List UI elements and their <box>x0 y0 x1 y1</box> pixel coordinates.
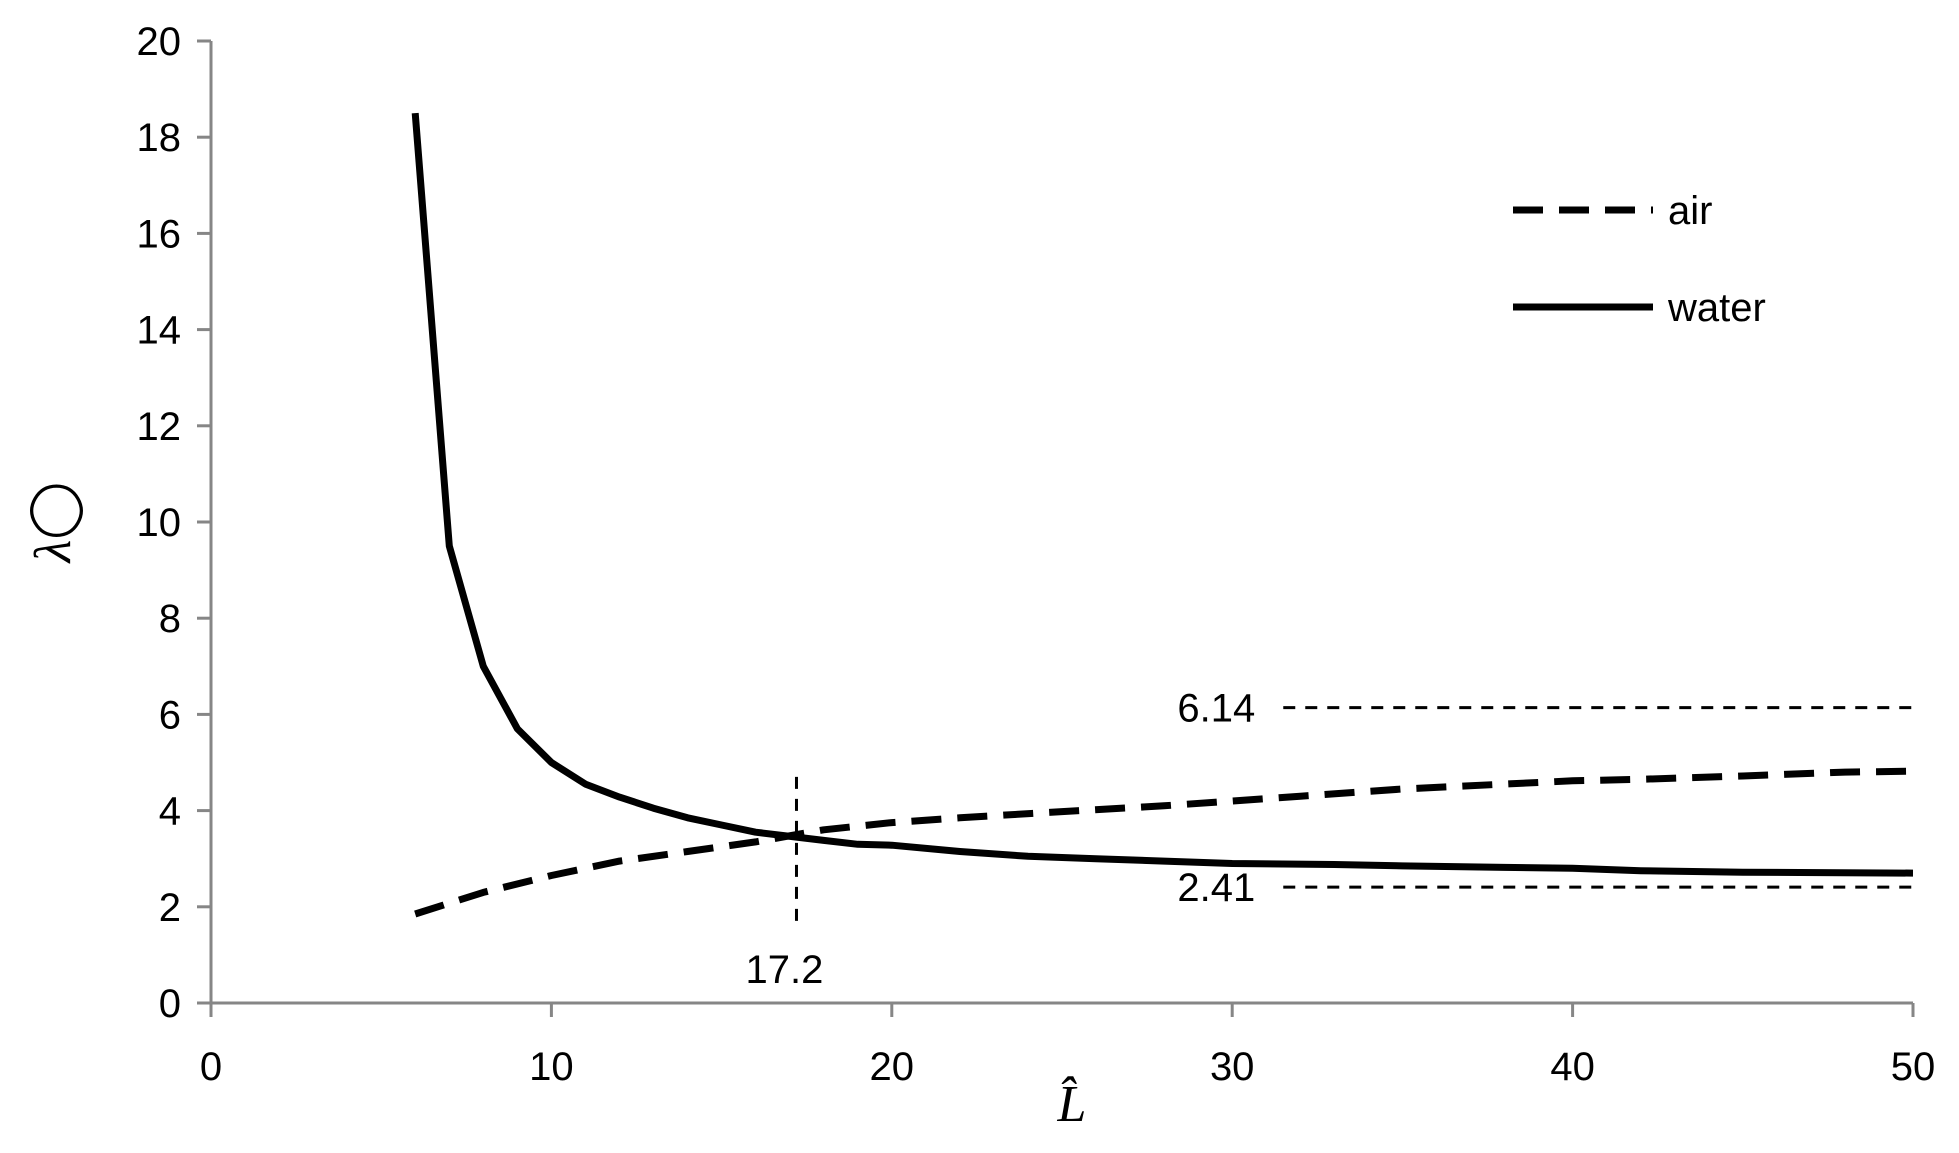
reference-label: 2.41 <box>1177 866 1255 910</box>
reference-lines: 6.14 2.41 17.2 <box>746 687 1913 992</box>
x-tick-label: 50 <box>1891 1045 1936 1089</box>
x-tick-label: 20 <box>870 1045 915 1089</box>
axes: 0 2 4 6 8 10 12 14 16 18 20 0 10 20 30 40 50 <box>137 20 1936 1089</box>
y-tick-label: 10 <box>137 501 182 545</box>
y-tick-label: 12 <box>137 405 182 449</box>
y-tick-label: 16 <box>137 212 182 256</box>
y-tick-label: 4 <box>159 790 181 834</box>
legend-label-air: air <box>1668 189 1712 233</box>
x-tick-label: 0 <box>200 1045 222 1089</box>
x-tick-label: 40 <box>1550 1045 1595 1089</box>
y-tick-label: 0 <box>159 982 181 1026</box>
legend: air water <box>1513 189 1766 330</box>
x-tick-label: 10 <box>529 1045 574 1089</box>
y-tick-label: 2 <box>159 886 181 930</box>
y-tick-label: 14 <box>137 309 182 353</box>
series-lines <box>411 112 1914 918</box>
y-tick-label: 6 <box>159 693 181 737</box>
reference-label: 6.14 <box>1177 687 1255 731</box>
x-tick-label: 30 <box>1210 1045 1255 1089</box>
y-tick-label: 20 <box>137 20 182 64</box>
y-tick-label: 18 <box>137 116 182 160</box>
x-axis-title: L̂ <box>1057 1076 1087 1133</box>
legend-label-water: water <box>1667 286 1766 330</box>
reference-label: 17.2 <box>746 948 824 992</box>
chart-labels: L̂ λ◯ <box>25 482 1086 1133</box>
series-line-water <box>411 112 1914 877</box>
series-line-air <box>414 767 1914 918</box>
y-tick-label: 8 <box>159 597 181 641</box>
y-axis-title: λ◯ <box>25 482 83 565</box>
